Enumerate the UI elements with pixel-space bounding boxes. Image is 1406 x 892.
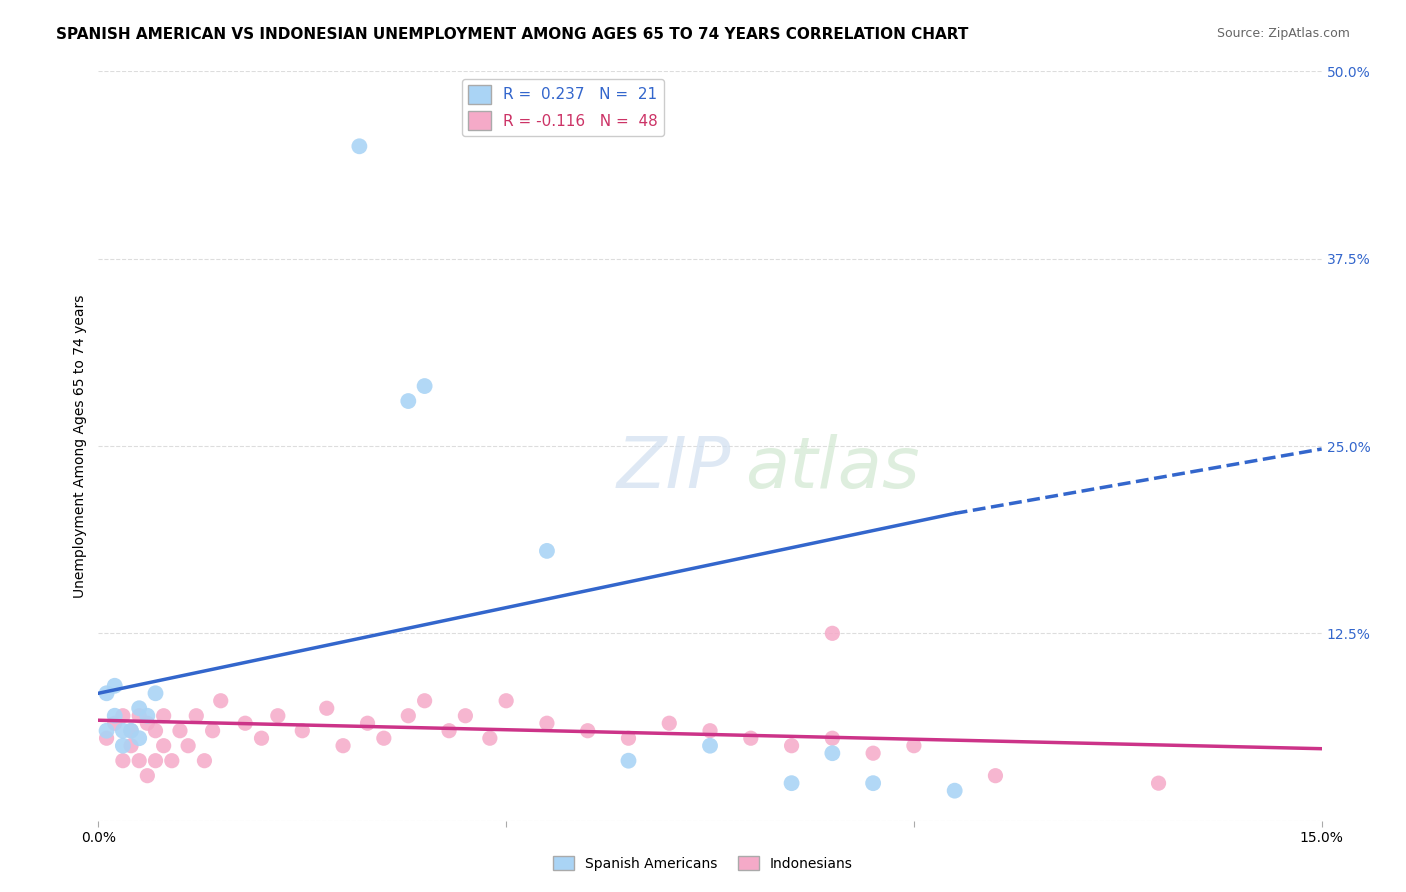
Point [780,776,803,790]
Point [454,708,477,723]
Point [699,723,721,738]
Point [96,686,118,700]
Point [111,723,134,738]
Point [576,723,599,738]
Point [373,731,395,746]
Point [128,708,150,723]
Point [821,731,844,746]
Point [120,723,142,738]
Point [862,776,884,790]
Point [821,626,844,640]
Point [291,723,314,738]
Point [617,754,640,768]
Point [267,708,290,723]
Point [104,679,127,693]
Point [396,394,419,409]
Point [349,139,371,153]
Point [201,723,224,738]
Text: Source: ZipAtlas.com: Source: ZipAtlas.com [1216,27,1350,40]
Point [821,746,844,760]
Point [862,746,884,760]
Point [152,708,174,723]
Point [536,716,558,731]
Point [96,731,118,746]
Point [111,739,134,753]
Point [136,716,159,731]
Point [413,694,436,708]
Point [120,739,142,753]
Point [169,723,191,738]
Point [152,739,174,753]
Point [536,544,558,558]
Point [356,716,378,731]
Point [396,708,419,723]
Point [437,723,460,738]
Point [120,723,142,738]
Point [943,783,966,797]
Point [145,723,167,738]
Point [617,731,640,746]
Point [128,701,150,715]
Point [111,708,134,723]
Text: SPANISH AMERICAN VS INDONESIAN UNEMPLOYMENT AMONG AGES 65 TO 74 YEARS CORRELATIO: SPANISH AMERICAN VS INDONESIAN UNEMPLOYM… [56,27,969,42]
Point [413,379,436,393]
Point [136,769,159,783]
Point [332,739,354,753]
Point [699,739,721,753]
Point [111,754,134,768]
Text: atlas: atlas [745,434,920,503]
Point [315,701,337,715]
Point [128,731,150,746]
Point [104,716,127,731]
Point [145,686,167,700]
Point [160,754,183,768]
Point [128,754,150,768]
Y-axis label: Unemployment Among Ages 65 to 74 years: Unemployment Among Ages 65 to 74 years [73,294,87,598]
Point [478,731,501,746]
Point [495,694,517,708]
Legend: Spanish Americans, Indonesians: Spanish Americans, Indonesians [547,850,859,876]
Point [96,723,118,738]
Point [740,731,762,746]
Legend: R =  0.237   N =  21, R = -0.116   N =  48: R = 0.237 N = 21, R = -0.116 N = 48 [463,79,664,136]
Point [104,708,127,723]
Point [193,754,215,768]
Point [233,716,256,731]
Point [984,769,1007,783]
Point [209,694,232,708]
Point [658,716,681,731]
Point [903,739,925,753]
Point [136,708,159,723]
Text: ZIP: ZIP [616,434,731,503]
Point [780,739,803,753]
Point [186,708,208,723]
Point [177,739,200,753]
Point [145,754,167,768]
Point [250,731,273,746]
Point [1147,776,1170,790]
